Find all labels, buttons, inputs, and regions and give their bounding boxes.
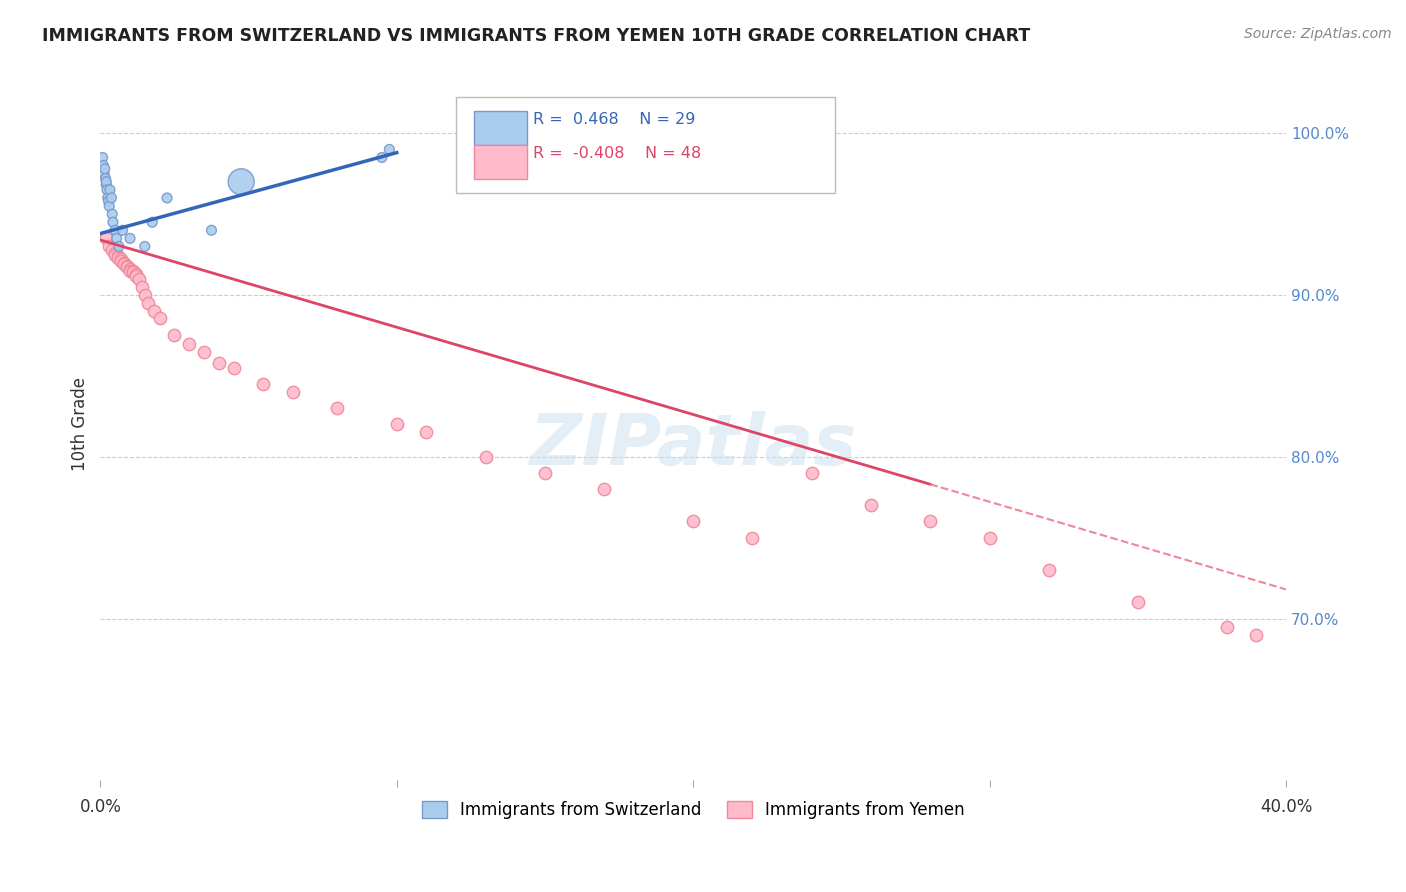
Point <box>96 231 118 245</box>
Point <box>118 231 141 245</box>
Point <box>326 401 349 416</box>
Point <box>96 178 118 192</box>
Point <box>1246 628 1268 642</box>
Point <box>231 175 253 189</box>
Point <box>141 215 163 229</box>
Point <box>104 246 127 260</box>
Point <box>112 255 135 269</box>
Point <box>110 254 132 268</box>
Point <box>94 161 117 176</box>
Point <box>371 151 394 165</box>
Point <box>378 142 401 156</box>
Point <box>107 251 129 265</box>
Point <box>222 360 245 375</box>
Point <box>281 385 304 400</box>
Point <box>200 223 222 237</box>
Point <box>252 376 274 391</box>
Point <box>1038 563 1060 577</box>
Legend: Immigrants from Switzerland, Immigrants from Yemen: Immigrants from Switzerland, Immigrants … <box>415 794 972 825</box>
Point <box>98 183 121 197</box>
Text: IMMIGRANTS FROM SWITZERLAND VS IMMIGRANTS FROM YEMEN 10TH GRADE CORRELATION CHAR: IMMIGRANTS FROM SWITZERLAND VS IMMIGRANT… <box>42 27 1031 45</box>
Point <box>122 264 145 278</box>
Point <box>156 191 179 205</box>
Point <box>110 252 132 267</box>
Text: R =  0.468    N = 29: R = 0.468 N = 29 <box>533 112 696 128</box>
Point <box>93 167 115 181</box>
Point <box>101 243 124 257</box>
Point <box>96 183 118 197</box>
Point <box>108 239 131 253</box>
Point <box>107 249 129 263</box>
Point <box>179 336 201 351</box>
Point <box>122 265 145 279</box>
Point <box>682 515 704 529</box>
Point <box>208 356 231 370</box>
Point <box>96 175 118 189</box>
Point <box>111 223 134 237</box>
Point <box>100 191 122 205</box>
Point <box>118 262 141 277</box>
Point <box>91 151 114 165</box>
Point <box>134 239 156 253</box>
Point <box>128 272 150 286</box>
Point <box>163 328 186 343</box>
Point <box>101 207 124 221</box>
Point <box>534 466 557 480</box>
Point <box>97 191 120 205</box>
Point <box>98 199 121 213</box>
Point <box>415 425 437 440</box>
Text: Source: ZipAtlas.com: Source: ZipAtlas.com <box>1244 27 1392 41</box>
Point <box>1215 619 1237 633</box>
Point <box>112 257 135 271</box>
Point <box>149 310 172 325</box>
Point <box>125 268 148 283</box>
Point <box>131 280 153 294</box>
Point <box>115 259 138 273</box>
Point <box>474 450 496 464</box>
Point <box>98 239 121 253</box>
Point <box>118 264 141 278</box>
Point <box>859 498 882 512</box>
Point <box>1126 595 1149 609</box>
Point <box>682 145 704 160</box>
Point <box>105 231 128 245</box>
Point <box>741 531 763 545</box>
Point <box>385 417 408 432</box>
Text: ZIPatlas: ZIPatlas <box>530 411 856 480</box>
Point <box>125 267 148 281</box>
Point <box>104 247 127 261</box>
FancyBboxPatch shape <box>474 112 527 145</box>
Point <box>104 223 127 237</box>
Point <box>134 288 156 302</box>
Point <box>94 171 117 186</box>
Point <box>115 260 138 275</box>
Y-axis label: 10th Grade: 10th Grade <box>72 377 89 471</box>
Text: R =  -0.408    N = 48: R = -0.408 N = 48 <box>533 145 702 161</box>
Point <box>97 194 120 209</box>
Point <box>136 296 159 310</box>
Point <box>193 344 215 359</box>
Point <box>979 531 1001 545</box>
Point <box>91 159 114 173</box>
Point <box>101 215 124 229</box>
Point <box>578 151 600 165</box>
FancyBboxPatch shape <box>456 97 835 193</box>
Point <box>800 466 823 480</box>
FancyBboxPatch shape <box>474 145 527 178</box>
Point <box>142 304 165 318</box>
Point <box>593 482 616 496</box>
Point <box>920 515 942 529</box>
